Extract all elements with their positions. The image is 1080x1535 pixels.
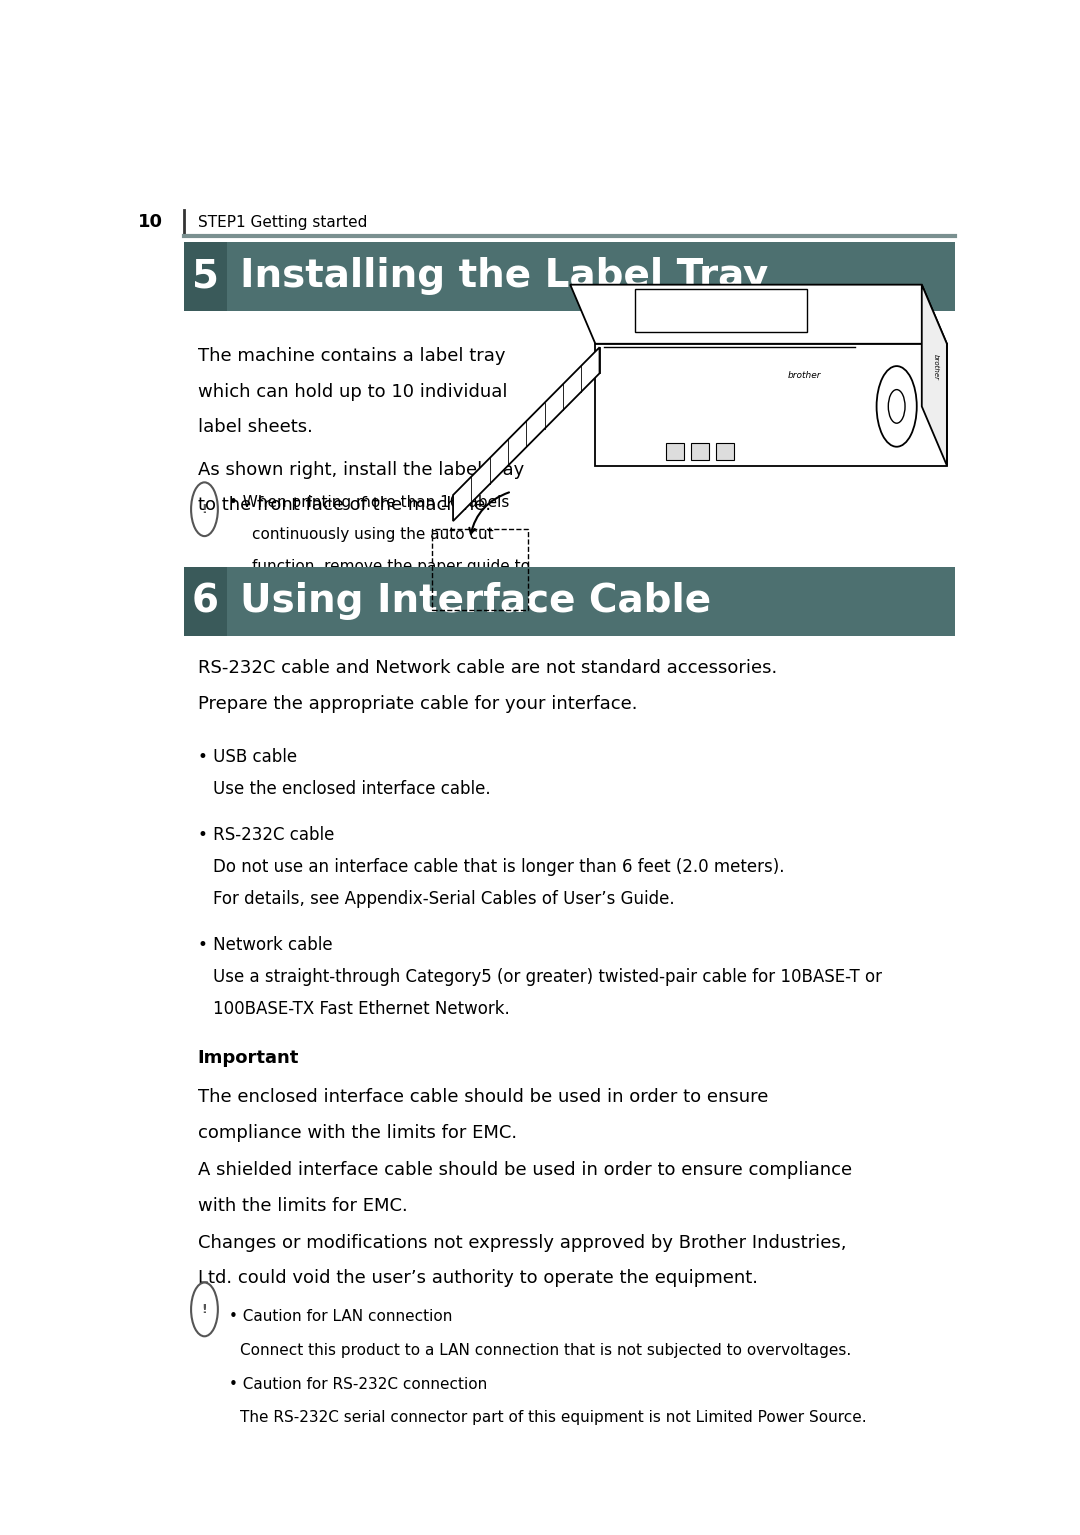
Text: function, remove the paper guide to: function, remove the paper guide to xyxy=(253,559,530,574)
Text: The enclosed interface cable should be used in order to ensure: The enclosed interface cable should be u… xyxy=(198,1088,768,1107)
Text: The RS-232C serial connector part of this equipment is not Limited Power Source.: The RS-232C serial connector part of thi… xyxy=(241,1411,867,1426)
Text: Ltd. could void the user’s authority to operate the equipment.: Ltd. could void the user’s authority to … xyxy=(198,1269,758,1288)
FancyBboxPatch shape xyxy=(635,290,807,332)
Text: to the front face of the machine.: to the front face of the machine. xyxy=(198,496,491,514)
Text: !: ! xyxy=(202,1303,207,1315)
Text: STEP1 Getting started: STEP1 Getting started xyxy=(198,215,367,230)
Text: A shielded interface cable should be used in order to ensure compliance: A shielded interface cable should be use… xyxy=(198,1160,852,1179)
FancyBboxPatch shape xyxy=(227,243,956,310)
Text: 10: 10 xyxy=(137,213,163,232)
Text: compliance with the limits for EMC.: compliance with the limits for EMC. xyxy=(198,1124,517,1142)
Text: Prepare the appropriate cable for your interface.: Prepare the appropriate cable for your i… xyxy=(198,695,637,712)
Text: which can hold up to 10 individual: which can hold up to 10 individual xyxy=(198,382,508,401)
FancyBboxPatch shape xyxy=(184,566,227,635)
Text: Important: Important xyxy=(198,1050,299,1067)
Text: !: ! xyxy=(202,503,207,516)
Text: Using Interface Cable: Using Interface Cable xyxy=(240,582,711,620)
Text: The machine contains a label tray: The machine contains a label tray xyxy=(198,347,505,365)
Text: • Network cable: • Network cable xyxy=(198,936,333,953)
Polygon shape xyxy=(570,284,947,344)
FancyBboxPatch shape xyxy=(691,444,710,459)
Text: • When printing more than 10 labels: • When printing more than 10 labels xyxy=(229,496,509,510)
FancyBboxPatch shape xyxy=(227,566,956,635)
Text: RS-232C cable and Network cable are not standard accessories.: RS-232C cable and Network cable are not … xyxy=(198,660,777,677)
Polygon shape xyxy=(595,344,947,465)
Text: continuously using the auto cut: continuously using the auto cut xyxy=(253,527,494,542)
Text: 5: 5 xyxy=(192,258,219,295)
Text: As shown right, install the label tray: As shown right, install the label tray xyxy=(198,460,524,479)
FancyBboxPatch shape xyxy=(716,444,734,459)
Text: Do not use an interface cable that is longer than 6 feet (2.0 meters).: Do not use an interface cable that is lo… xyxy=(213,858,784,876)
FancyBboxPatch shape xyxy=(184,243,227,310)
Text: 6: 6 xyxy=(192,582,219,620)
Text: • Caution for RS-232C connection: • Caution for RS-232C connection xyxy=(229,1377,487,1392)
Text: label sheets.: label sheets. xyxy=(198,418,312,436)
FancyBboxPatch shape xyxy=(665,444,684,459)
Text: 100BASE-TX Fast Ethernet Network.: 100BASE-TX Fast Ethernet Network. xyxy=(213,999,510,1018)
Text: prevent a paper jam.: prevent a paper jam. xyxy=(253,591,414,606)
Text: Use a straight-through Category5 (or greater) twisted-pair cable for 10BASE-T or: Use a straight-through Category5 (or gre… xyxy=(213,969,882,985)
Text: brother: brother xyxy=(933,355,939,381)
Ellipse shape xyxy=(877,365,917,447)
Text: Installing the Label Tray: Installing the Label Tray xyxy=(240,258,768,295)
Text: • Caution for LAN connection: • Caution for LAN connection xyxy=(229,1309,453,1325)
Text: • RS-232C cable: • RS-232C cable xyxy=(198,826,334,844)
Polygon shape xyxy=(922,284,947,465)
Text: brother: brother xyxy=(787,371,822,381)
Text: Use the enclosed interface cable.: Use the enclosed interface cable. xyxy=(213,780,490,798)
Text: • USB cable: • USB cable xyxy=(198,748,297,766)
Text: Changes or modifications not expressly approved by Brother Industries,: Changes or modifications not expressly a… xyxy=(198,1234,847,1251)
Text: Connect this product to a LAN connection that is not subjected to overvoltages.: Connect this product to a LAN connection… xyxy=(241,1343,852,1358)
Polygon shape xyxy=(454,347,599,520)
Text: For details, see Appendix-Serial Cables of User’s Guide.: For details, see Appendix-Serial Cables … xyxy=(213,890,675,907)
Text: with the limits for EMC.: with the limits for EMC. xyxy=(198,1197,407,1214)
